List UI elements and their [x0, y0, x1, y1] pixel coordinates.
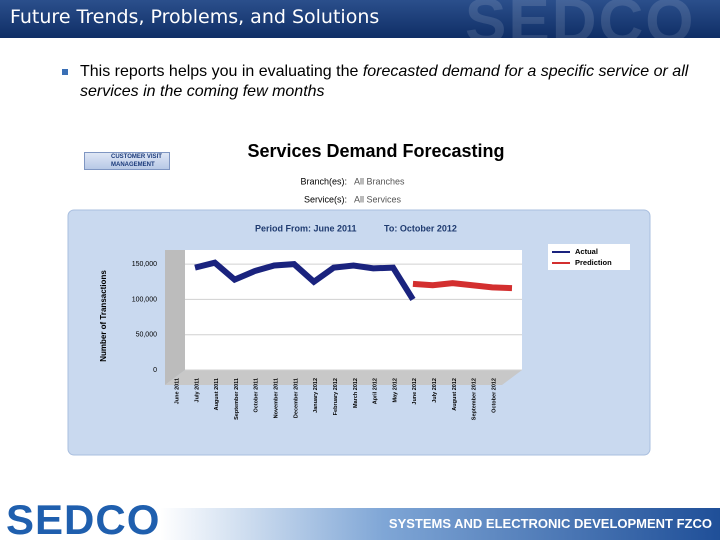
y-tick-label: 0	[153, 367, 157, 374]
x-tick-label: October 2012	[491, 378, 497, 413]
x-tick-label: November 2011	[274, 378, 280, 418]
y-axis-label: Number of Transactions	[99, 270, 108, 362]
series-line	[412, 280, 513, 292]
x-tick-label: April 2012	[373, 378, 379, 404]
x-tick-label: December 2011	[293, 378, 299, 418]
watermark: SEDCO	[465, 0, 696, 56]
legend-box	[548, 244, 630, 270]
legend-label: Actual	[575, 247, 598, 256]
filter-label: Service(s):	[304, 194, 347, 204]
x-tick-label: February 2012	[333, 378, 339, 415]
footer-bar	[160, 508, 720, 540]
series-line	[194, 259, 416, 301]
x-tick-label: June 2011	[174, 378, 180, 404]
footer-company: SYSTEMS AND ELECTRONIC DEVELOPMENT FZCO	[388, 516, 712, 531]
x-tick-label: September 2011	[234, 378, 240, 420]
y-tick-label: 100,000	[132, 296, 157, 303]
bullet: This reports helps you in evaluating the…	[62, 62, 700, 102]
x-tick-label: May 2012	[392, 378, 398, 402]
x-tick-label: August 2011	[214, 378, 220, 410]
filter-label: Branch(es):	[300, 176, 347, 186]
x-tick-label: July 2012	[432, 378, 438, 403]
legend-label: Prediction	[575, 258, 612, 267]
bullet-text: This reports helps you in evaluating the	[80, 63, 363, 80]
slide-title: Future Trends, Problems, and Solutions	[10, 6, 380, 28]
x-tick-label: January 2012	[313, 378, 319, 413]
x-tick-label: July 2011	[194, 378, 200, 402]
period-to: To: October 2012	[384, 223, 457, 233]
period-from: Period From: June 2011	[255, 223, 357, 233]
header-bar: SEDCO Future Trends, Problems, and Solut…	[0, 0, 720, 56]
x-tick-label: June 2012	[412, 378, 418, 405]
chart-title: Services Demand Forecasting	[247, 141, 504, 161]
filter-value: All Services	[354, 194, 402, 204]
x-tick-label: March 2012	[353, 378, 359, 408]
x-tick-label: August 2012	[452, 378, 458, 411]
footer-brand: SEDCO	[6, 496, 161, 540]
plot-floor	[165, 370, 522, 385]
bullet-emphasis: forecasted demand for a specific service…	[80, 63, 689, 100]
x-tick-label: September 2012	[472, 378, 478, 420]
filter-value: All Branches	[354, 176, 405, 186]
plot-side	[165, 250, 185, 385]
y-tick-label: 150,000	[132, 261, 157, 268]
y-tick-label: 50,000	[136, 332, 158, 339]
logo: CUSTOMER VISIT MANAGEMENT	[84, 152, 170, 170]
plot-area	[185, 250, 522, 370]
x-tick-label: October 2011	[254, 378, 260, 413]
